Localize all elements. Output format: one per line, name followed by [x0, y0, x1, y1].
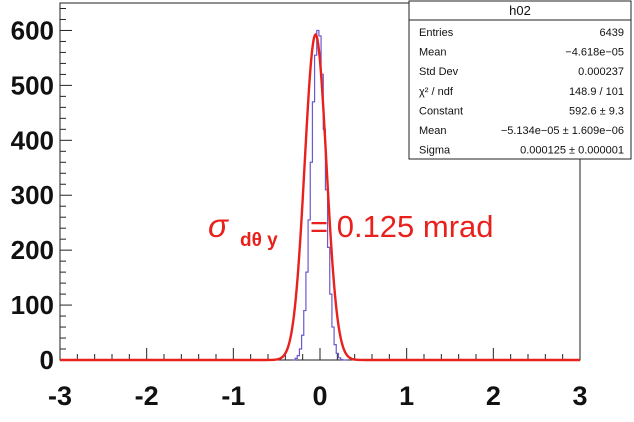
axes — [59, 2, 581, 361]
fit-curve — [60, 32, 580, 362]
stats-row-label: Mean — [419, 47, 447, 59]
x-tick-label: 1 — [399, 381, 414, 411]
stats-row-label: Sigma — [419, 145, 451, 157]
y-tick-label: 400 — [11, 125, 54, 155]
x-tick-label: -1 — [221, 381, 245, 411]
stats-row-value: 148.9 / 101 — [569, 86, 624, 98]
stats-row-label: χ² / ndf — [419, 86, 454, 98]
stats-box: h02 Entries 6439 Mean −4.618e−05 Std Dev 0.00… — [408, 0, 632, 160]
y-tick-label: 500 — [11, 70, 54, 100]
stats-row-value: 592.6 ± 9.3 — [569, 105, 624, 117]
y-tick-labels: 0 100 200 300 400 500 600 — [11, 15, 54, 375]
stats-box-frame — [408, 0, 632, 160]
stats-box-title: h02 — [509, 3, 531, 18]
stats-row-value: −5.134e−05 ± 1.609e−06 — [501, 125, 624, 137]
stats-row-value: 0.000125 ± 0.000001 — [520, 145, 624, 157]
x-tick-labels: -3 -2 -1 0 1 2 3 — [48, 381, 588, 411]
stats-row-value: −4.618e−05 — [565, 47, 624, 59]
annotation-sigma: σ — [208, 207, 229, 244]
histogram-outline — [292, 29, 348, 361]
histogram-series — [292, 29, 348, 361]
stats-row-label: Mean — [419, 125, 447, 137]
stats-row-value: 6439 — [600, 27, 624, 39]
x-tick-label: 0 — [312, 381, 327, 411]
y-tick-label: 200 — [11, 235, 54, 265]
stats-row-value: 0.000237 — [578, 66, 624, 78]
stats-row-label: Constant — [419, 105, 463, 117]
x-tick-label: 2 — [486, 381, 501, 411]
y-tick-label: 600 — [11, 15, 54, 45]
annotation-value: = 0.125 mrad — [310, 209, 494, 244]
y-tick-label: 300 — [11, 180, 54, 210]
x-tick-label: -2 — [135, 381, 159, 411]
gaussian-fit-series — [60, 32, 580, 362]
y-tick-label: 0 — [40, 345, 54, 375]
stats-row-label: Entries — [419, 27, 454, 39]
annotation-subscript: dθ y — [240, 230, 278, 251]
x-tick-label: -3 — [48, 381, 72, 411]
sigma-annotation: σ dθ y = 0.125 mrad — [208, 207, 494, 251]
stats-rows: Entries 6439 Mean −4.618e−05 Std Dev 0.000237… — [419, 27, 624, 157]
x-tick-label: 3 — [572, 381, 587, 411]
y-tick-label: 100 — [11, 290, 54, 320]
stats-row-label: Std Dev — [419, 66, 459, 78]
